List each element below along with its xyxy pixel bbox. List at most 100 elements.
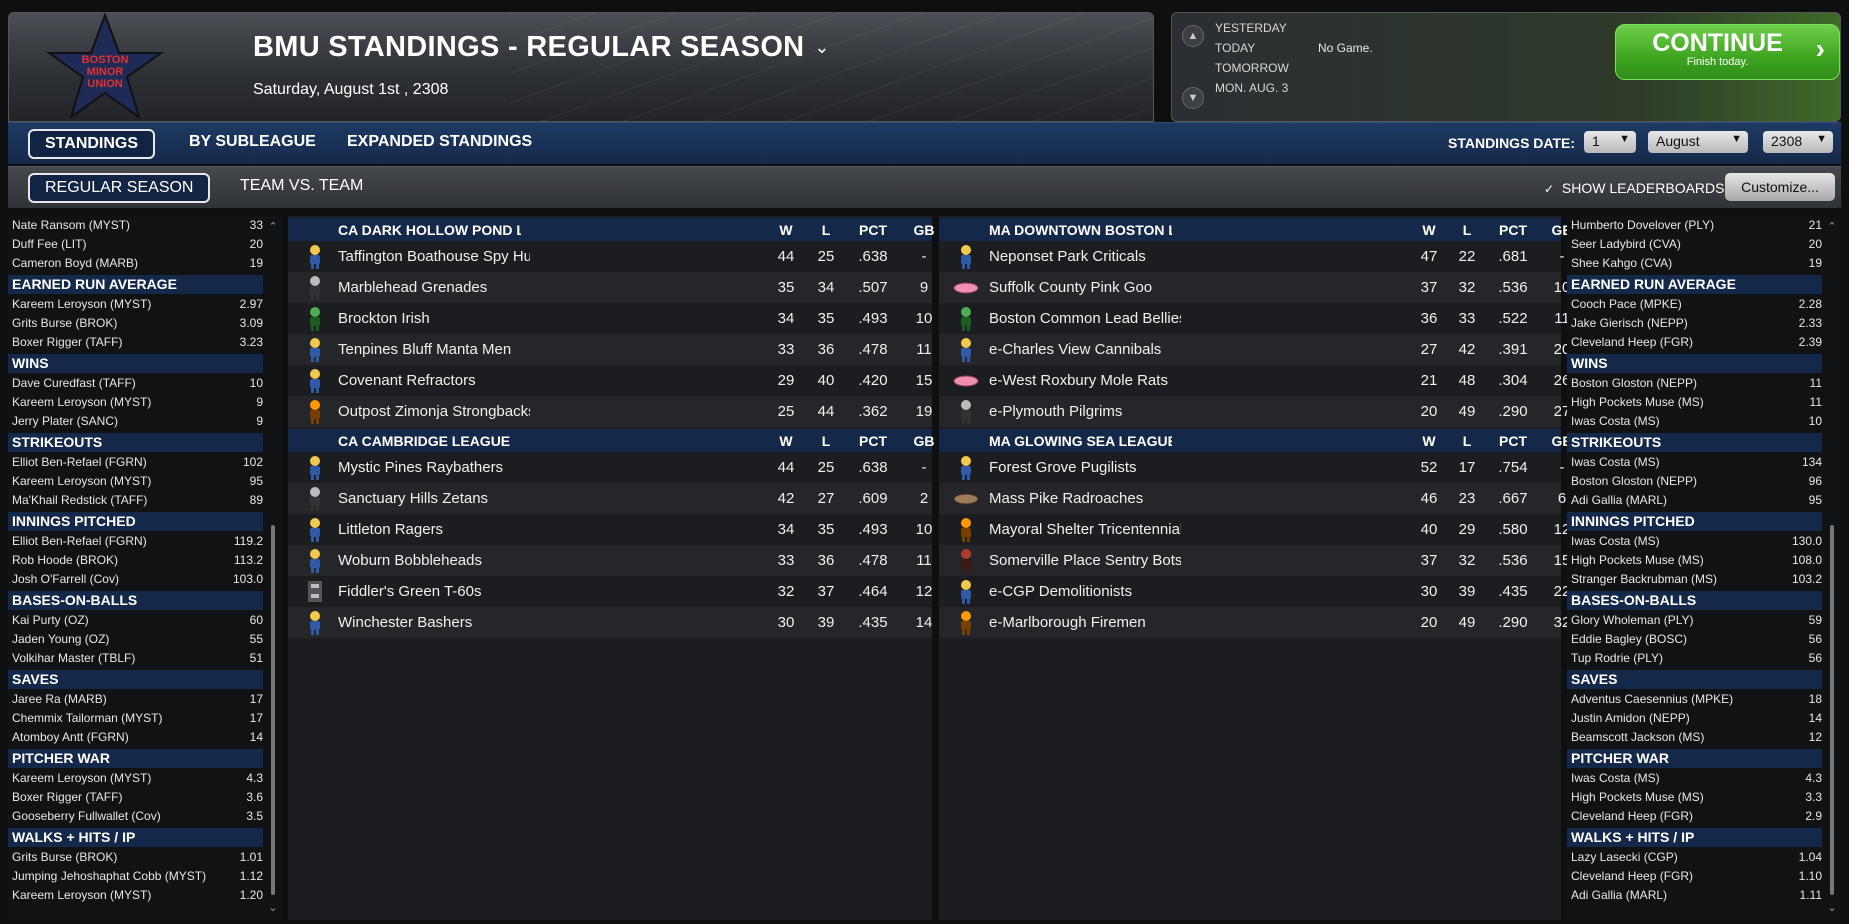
team-name[interactable]: Covenant Refractors — [338, 372, 476, 389]
team-name[interactable]: Forest Grove Pugilists — [989, 459, 1137, 476]
schedule-today[interactable]: TODAY — [1215, 41, 1256, 55]
tab-by-subleague[interactable]: BY SUBLEAGUE — [189, 133, 316, 150]
leaderboard-row[interactable]: Stranger Backrubman (MS) 103.2 — [1567, 570, 1822, 589]
leaderboard-row[interactable]: Seer Ladybird (CVA) 20 — [1567, 235, 1822, 254]
column-header-pct[interactable]: PCT — [859, 222, 887, 238]
leaderboard-row[interactable]: Lazy Lasecki (CGP) 1.04 — [1567, 848, 1822, 867]
leaderboard-row[interactable]: High Pockets Muse (MS) 3.3 — [1567, 788, 1822, 807]
chevron-up-icon[interactable]: ▲ — [1182, 25, 1204, 47]
team-name[interactable]: Woburn Bobbleheads — [338, 552, 482, 569]
team-name[interactable]: Sanctuary Hills Zetans — [338, 490, 489, 507]
column-header-games-back[interactable]: GB — [913, 222, 935, 238]
scroll-thumb[interactable] — [1830, 525, 1834, 895]
month-select[interactable]: August ▼ — [1648, 131, 1748, 153]
scroll-up-icon[interactable]: ⌃ — [1827, 221, 1837, 233]
leaderboard-row[interactable]: Beamscott Jackson (MS) 12 — [1567, 728, 1822, 747]
leaderboard-row[interactable]: Jake Gierisch (NEPP) 2.33 — [1567, 314, 1822, 333]
column-header-wins[interactable]: W — [1422, 433, 1436, 449]
tab-team-vs-team[interactable]: TEAM VS. TEAM — [240, 177, 364, 194]
leaderboard-row[interactable]: Boxer Rigger (TAFF) 3.6 — [8, 788, 263, 807]
team-name[interactable]: Fiddler's Green T-60s — [338, 583, 482, 600]
leaderboard-row[interactable]: Boxer Rigger (TAFF) 3.23 — [8, 333, 263, 352]
leaderboard-row[interactable]: Cooch Pace (MPKE) 2.28 — [1567, 295, 1822, 314]
leaderboard-row[interactable]: Kareem Leroyson (MYST) 4.3 — [8, 769, 263, 788]
column-header-pct[interactable]: PCT — [1499, 433, 1527, 449]
scroll-down-icon[interactable]: ⌄ — [268, 902, 278, 914]
leaderboard-row[interactable]: Humberto Dovelover (PLY) 21 — [1567, 216, 1822, 235]
title-dropdown[interactable]: BMU STANDINGS - REGULAR SEASON ⌄ — [253, 31, 830, 64]
team-name[interactable]: Littleton Ragers — [338, 521, 444, 538]
leaderboard-row[interactable]: Shee Kahgo (CVA) 19 — [1567, 254, 1822, 273]
chevron-down-icon[interactable]: ▼ — [1182, 87, 1204, 109]
leaderboard-row[interactable]: Boston Gloston (NEPP) 96 — [1567, 472, 1822, 491]
leaderboard-row[interactable]: Atomboy Antt (FGRN) 14 — [8, 728, 263, 747]
leaderboard-row[interactable]: Iwas Costa (MS) 130.0 — [1567, 532, 1822, 551]
scroll-thumb[interactable] — [271, 525, 275, 895]
leaderboard-row[interactable]: Eddie Bagley (BOSC) 56 — [1567, 630, 1822, 649]
tab-regular-season[interactable]: REGULAR SEASON — [28, 173, 211, 203]
leaderboard-row[interactable]: Jaden Young (OZ) 55 — [8, 630, 263, 649]
leaderboard-row[interactable]: High Pockets Muse (MS) 11 — [1567, 393, 1822, 412]
team-name[interactable]: Brockton Irish — [338, 310, 430, 327]
column-header-wins[interactable]: W — [779, 222, 793, 238]
tab-expanded-standings[interactable]: EXPANDED STANDINGS — [347, 133, 533, 150]
team-row[interactable]: Taffington Boathouse Spy Hunters 44 25 .638… — [288, 241, 1074, 272]
schedule-next-day[interactable]: MON. AUG. 3 — [1215, 81, 1289, 95]
scrollbar[interactable]: ⌃ ⌄ — [266, 220, 280, 914]
team-name[interactable]: Boston Common Lead Bellies — [989, 310, 1181, 327]
leaderboard-row[interactable]: Kareem Leroyson (MYST) 95 — [8, 472, 263, 491]
leaderboard-row[interactable]: Grits Burse (BROK) 3.09 — [8, 314, 263, 333]
leaderboard-left[interactable]: Nate Ransom (MYST) 33 Duff Fee (LIT) 20 Came… — [8, 216, 282, 920]
leaderboard-row[interactable]: Jaree Ra (MARB) 17 — [8, 690, 263, 709]
leaderboard-row[interactable]: Elliot Ben-Refael (FGRN) 102 — [8, 453, 263, 472]
leaderboard-row[interactable]: Cameron Boyd (MARB) 19 — [8, 254, 263, 273]
leaderboard-row[interactable]: Volkihar Master (TBLF) 51 — [8, 649, 263, 668]
leaderboard-row[interactable]: Iwas Costa (MS) 134 — [1567, 453, 1822, 472]
tab-standings[interactable]: STANDINGS — [28, 129, 156, 159]
leaderboard-row[interactable]: Dave Curedfast (TAFF) 10 — [8, 374, 263, 393]
team-name[interactable]: Taffington Boathouse Spy Hunters — [338, 248, 530, 265]
column-header-pct[interactable]: PCT — [859, 433, 887, 449]
leaderboard-row[interactable]: Cleveland Heep (FGR) 2.9 — [1567, 807, 1822, 826]
leaderboard-row[interactable]: Chemmix Tailorman (MYST) 17 — [8, 709, 263, 728]
continue-button[interactable]: CONTINUE Finish today. › — [1615, 24, 1840, 80]
leaderboard-row[interactable]: Duff Fee (LIT) 20 — [8, 235, 263, 254]
leaderboard-row[interactable]: Gooseberry Fullwallet (Cov) 3.5 — [8, 807, 263, 826]
team-name[interactable]: Outpost Zimonja Strongbacks — [338, 403, 530, 420]
column-header-wins[interactable]: W — [779, 433, 793, 449]
team-row[interactable]: Mayoral Shelter Tricentennials 40 29 .580 12… — [939, 514, 1659, 545]
leaderboard-right[interactable]: Humberto Dovelover (PLY) 21 Seer Ladybird … — [1567, 216, 1841, 920]
team-name[interactable]: Winchester Bashers — [338, 614, 473, 631]
leaderboard-row[interactable]: Nate Ransom (MYST) 33 — [8, 216, 263, 235]
leaderboard-row[interactable]: Grits Burse (BROK) 1.01 — [8, 848, 263, 867]
team-row[interactable]: Boston Common Lead Bellies3633.522114-6W… — [939, 303, 1662, 334]
day-select[interactable]: 1 ▼ — [1584, 131, 1636, 153]
year-select[interactable]: 2308 ▼ — [1763, 131, 1833, 153]
team-name[interactable]: Mass Pike Radroaches — [989, 490, 1144, 507]
customize-button[interactable]: Customize... — [1725, 173, 1835, 201]
scroll-up-icon[interactable]: ⌃ — [268, 221, 278, 233]
team-name[interactable]: Mystic Pines Raybathers — [338, 459, 504, 476]
team-name[interactable]: Neponset Park Criticals — [989, 248, 1146, 265]
leaderboard-row[interactable]: Iwas Costa (MS) 10 — [1567, 412, 1822, 431]
leaderboard-row[interactable]: Tup Rodrie (PLY) 56 — [1567, 649, 1822, 668]
team-name[interactable]: Somerville Place Sentry Bots — [989, 552, 1181, 569]
leaderboard-row[interactable]: Glory Wholeman (PLY) 59 — [1567, 611, 1822, 630]
leaderboard-row[interactable]: Josh O'Farrell (Cov) 103.0 — [8, 570, 263, 589]
column-header-losses[interactable]: L — [1462, 222, 1472, 238]
column-header-pct[interactable]: PCT — [1499, 222, 1527, 238]
